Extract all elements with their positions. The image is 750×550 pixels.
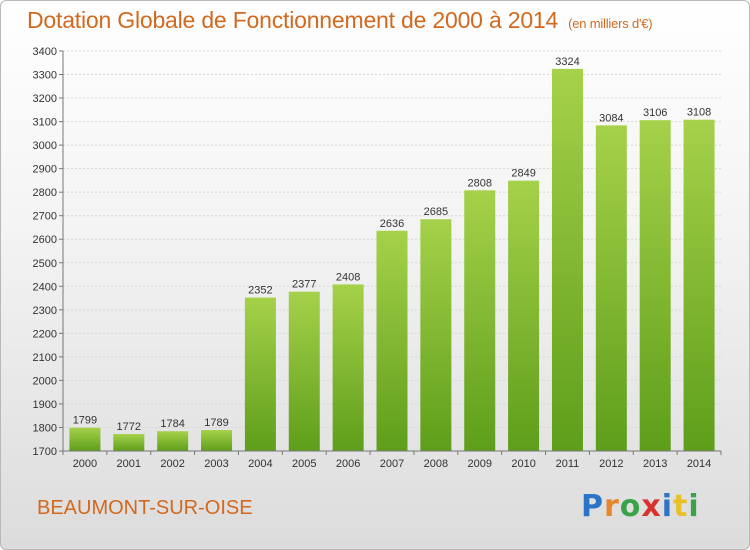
x-tick-label: 2009 [467, 458, 491, 470]
bar [157, 431, 189, 451]
bar-value-label: 1789 [204, 417, 228, 429]
y-tick-label: 2900 [33, 164, 57, 176]
bar-value-label: 1799 [73, 415, 97, 427]
chart-title-text: Dotation Globale de Fonctionnement de 20… [27, 7, 559, 33]
axes: 1700 1800 1900 2000 2100 2200 2300 2400 2500 2600… [33, 46, 722, 470]
bars [69, 68, 715, 452]
bar-value-label: 3084 [599, 112, 623, 124]
chart-title: Dotation Globale de Fonctionnement de 20… [27, 7, 653, 34]
bar [595, 125, 627, 452]
x-tick-label: 2008 [424, 458, 448, 470]
logo-letter: P [581, 489, 604, 524]
y-tick-label: 3000 [33, 140, 57, 152]
logo-letter: i [688, 489, 700, 524]
y-tick-label: 3300 [33, 70, 57, 82]
bar-value-label: 2685 [424, 206, 448, 218]
y-tick-label: 3200 [33, 93, 57, 105]
proxiti-logo: Proxiti [581, 489, 700, 524]
bar-value-label: 2636 [380, 218, 404, 230]
bar [332, 284, 364, 451]
y-tick-label: 3100 [33, 117, 57, 129]
y-tick-label: 3400 [33, 46, 57, 58]
y-tick-label: 2100 [33, 352, 57, 364]
x-tick-label: 2013 [643, 458, 667, 470]
logo-letter: t [673, 489, 689, 524]
x-tick-label: 2000 [73, 458, 97, 470]
y-tick-label: 2000 [33, 375, 57, 387]
x-tick-label: 2002 [160, 458, 184, 470]
x-tick-label: 2012 [599, 458, 623, 470]
bar-value-label: 2408 [336, 271, 360, 283]
bar [639, 120, 671, 452]
bar-value-label: 2808 [467, 177, 491, 189]
x-tick-label: 2014 [687, 458, 711, 470]
logo-letter: x [641, 489, 662, 524]
bar [508, 180, 540, 451]
bar-value-label: 1784 [160, 418, 184, 430]
bar [420, 219, 452, 451]
y-tick-label: 2300 [33, 305, 57, 317]
x-tick-label: 2005 [292, 458, 316, 470]
bar [244, 297, 276, 451]
city-name: BEAUMONT-SUR-OISE [37, 497, 253, 519]
x-tick-label: 2004 [248, 458, 272, 470]
data-labels: 1799 1772 1784 1789 2352 2377 2408 2636 2685 2808… [73, 56, 712, 433]
bar-value-label: 2352 [248, 285, 272, 297]
y-tick-label: 2600 [33, 234, 57, 246]
bar [201, 430, 233, 451]
y-tick-label: 2200 [33, 328, 57, 340]
logo-letter: i [661, 489, 674, 524]
bar [551, 68, 583, 451]
bar-value-label: 3324 [555, 56, 579, 68]
y-tick-label: 2800 [33, 187, 57, 199]
bar-value-label: 1772 [117, 421, 141, 433]
x-tick-label: 2006 [336, 458, 360, 470]
y-tick-label: 1800 [33, 422, 57, 434]
x-tick-label: 2003 [204, 458, 228, 470]
x-tick-label: 2007 [380, 458, 404, 470]
bar-value-label: 3106 [643, 107, 667, 119]
bar [376, 230, 408, 451]
bar-value-label: 2377 [292, 279, 316, 291]
x-tick-label: 2011 [556, 458, 580, 470]
bar [288, 291, 320, 451]
unit-label: (en milliers d'€) [568, 16, 653, 31]
bar [69, 427, 101, 451]
y-tick-label: 1700 [33, 446, 57, 458]
logo-letter: o [619, 489, 642, 524]
y-tick-label: 2400 [33, 281, 57, 293]
y-tick-label: 2700 [33, 211, 57, 223]
logo-letter: r [604, 489, 620, 524]
bar-value-label: 3108 [687, 107, 711, 119]
x-tick-label: 2001 [117, 458, 141, 470]
bar-value-label: 2849 [511, 168, 535, 180]
y-tick-label: 1900 [33, 399, 57, 411]
y-tick-label: 2500 [33, 258, 57, 270]
bar [464, 190, 496, 451]
x-tick-label: 2010 [511, 458, 535, 470]
bar [683, 119, 715, 452]
bar [113, 434, 145, 451]
